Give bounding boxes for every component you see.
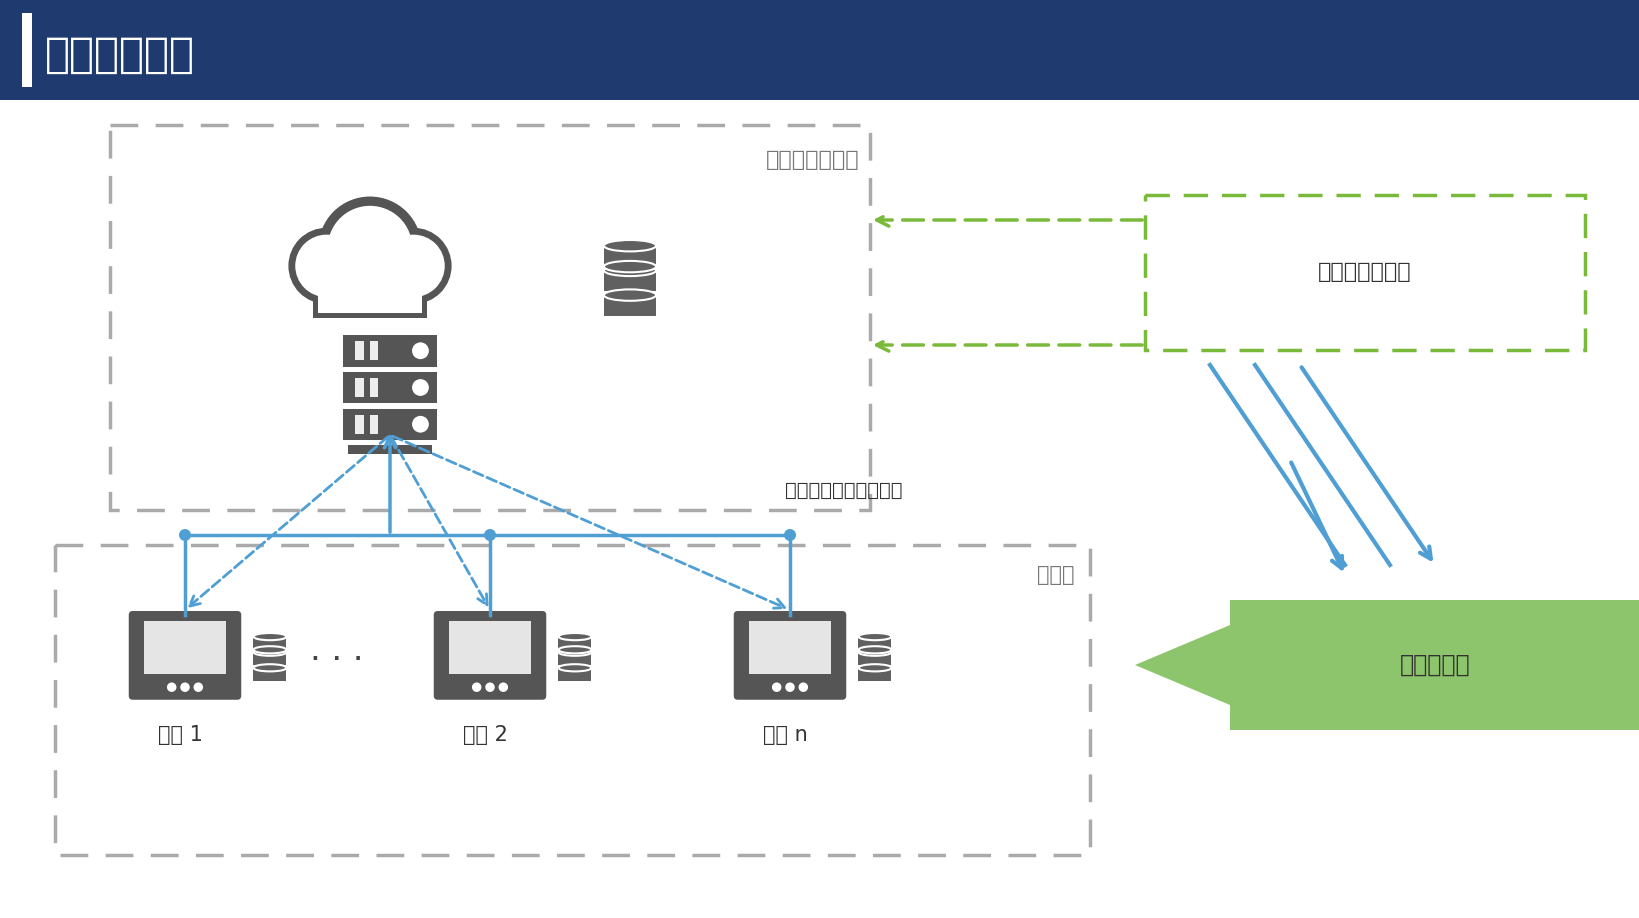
- Circle shape: [498, 682, 508, 692]
- Text: 边缘节点上报采集数据: 边缘节点上报采集数据: [785, 480, 901, 499]
- FancyBboxPatch shape: [254, 667, 287, 681]
- FancyBboxPatch shape: [433, 611, 546, 700]
- FancyBboxPatch shape: [738, 678, 842, 696]
- Circle shape: [365, 258, 420, 312]
- FancyBboxPatch shape: [449, 621, 531, 674]
- Ellipse shape: [559, 646, 592, 654]
- Polygon shape: [1134, 600, 1639, 730]
- Ellipse shape: [559, 633, 592, 640]
- Ellipse shape: [857, 646, 892, 654]
- Ellipse shape: [559, 649, 592, 655]
- Circle shape: [315, 252, 379, 318]
- FancyBboxPatch shape: [0, 0, 1639, 100]
- FancyBboxPatch shape: [110, 125, 869, 510]
- Text: · · ·: · · ·: [310, 644, 364, 677]
- Circle shape: [295, 235, 357, 297]
- FancyBboxPatch shape: [559, 667, 592, 681]
- Circle shape: [288, 228, 364, 304]
- Ellipse shape: [603, 264, 656, 276]
- Ellipse shape: [254, 633, 287, 640]
- Circle shape: [318, 196, 421, 300]
- FancyBboxPatch shape: [438, 678, 543, 696]
- Circle shape: [485, 682, 495, 692]
- FancyBboxPatch shape: [733, 611, 846, 700]
- Ellipse shape: [254, 646, 287, 654]
- Ellipse shape: [857, 665, 892, 671]
- Ellipse shape: [603, 261, 656, 273]
- Circle shape: [180, 682, 190, 692]
- Circle shape: [193, 682, 203, 692]
- Circle shape: [411, 416, 428, 432]
- Circle shape: [179, 529, 190, 541]
- FancyBboxPatch shape: [133, 678, 238, 696]
- FancyBboxPatch shape: [347, 445, 431, 453]
- FancyBboxPatch shape: [857, 667, 892, 681]
- Circle shape: [382, 235, 444, 297]
- FancyBboxPatch shape: [0, 100, 1639, 918]
- Text: 边缘计算模式: 边缘计算模式: [44, 34, 195, 76]
- FancyBboxPatch shape: [356, 415, 364, 433]
- FancyBboxPatch shape: [1144, 195, 1583, 350]
- Text: 存储、计算: 存储、计算: [1398, 653, 1470, 677]
- Circle shape: [472, 682, 482, 692]
- Text: 边缘侧: 边缘侧: [1037, 565, 1074, 585]
- Circle shape: [798, 682, 808, 692]
- Ellipse shape: [857, 649, 892, 655]
- Ellipse shape: [559, 665, 592, 671]
- FancyBboxPatch shape: [749, 621, 831, 674]
- FancyBboxPatch shape: [129, 611, 241, 700]
- FancyBboxPatch shape: [343, 335, 438, 366]
- FancyBboxPatch shape: [370, 415, 379, 433]
- FancyBboxPatch shape: [343, 409, 438, 440]
- FancyBboxPatch shape: [603, 271, 656, 291]
- Circle shape: [328, 206, 411, 291]
- FancyBboxPatch shape: [603, 246, 656, 266]
- FancyBboxPatch shape: [144, 621, 226, 674]
- FancyBboxPatch shape: [857, 652, 892, 666]
- Circle shape: [320, 258, 374, 312]
- Ellipse shape: [603, 289, 656, 301]
- FancyBboxPatch shape: [313, 293, 426, 318]
- Text: 云端大数据平台: 云端大数据平台: [765, 150, 859, 170]
- FancyBboxPatch shape: [56, 545, 1090, 855]
- FancyBboxPatch shape: [356, 378, 364, 397]
- Ellipse shape: [603, 240, 656, 252]
- Circle shape: [411, 379, 428, 396]
- FancyBboxPatch shape: [254, 652, 287, 666]
- Ellipse shape: [254, 649, 287, 655]
- FancyBboxPatch shape: [603, 295, 656, 316]
- FancyBboxPatch shape: [559, 652, 592, 666]
- FancyBboxPatch shape: [254, 636, 287, 650]
- FancyBboxPatch shape: [370, 341, 379, 360]
- Circle shape: [167, 682, 177, 692]
- FancyBboxPatch shape: [857, 636, 892, 650]
- Circle shape: [785, 682, 795, 692]
- Circle shape: [484, 529, 495, 541]
- FancyBboxPatch shape: [343, 372, 438, 403]
- FancyBboxPatch shape: [356, 341, 364, 360]
- Circle shape: [783, 529, 795, 541]
- Circle shape: [361, 252, 426, 318]
- Ellipse shape: [857, 633, 892, 640]
- Circle shape: [375, 228, 451, 304]
- FancyBboxPatch shape: [370, 378, 379, 397]
- Text: 终端 2: 终端 2: [462, 725, 506, 745]
- FancyBboxPatch shape: [559, 636, 592, 650]
- Text: 终端 1: 终端 1: [157, 725, 202, 745]
- Circle shape: [411, 342, 428, 359]
- FancyBboxPatch shape: [318, 293, 421, 313]
- Ellipse shape: [254, 665, 287, 671]
- Text: 终端 n: 终端 n: [762, 725, 806, 745]
- FancyBboxPatch shape: [21, 13, 33, 87]
- Circle shape: [772, 682, 780, 692]
- Text: 云端存储、计算: 云端存储、计算: [1318, 263, 1411, 283]
